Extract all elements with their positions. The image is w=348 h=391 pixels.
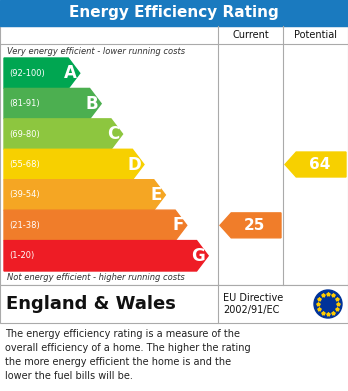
Polygon shape — [4, 88, 101, 119]
Text: (55-68): (55-68) — [9, 160, 40, 169]
Polygon shape — [4, 149, 144, 180]
Polygon shape — [4, 180, 165, 210]
Text: B: B — [86, 95, 98, 113]
Polygon shape — [4, 58, 80, 88]
Polygon shape — [220, 213, 281, 238]
Text: Energy Efficiency Rating: Energy Efficiency Rating — [69, 5, 279, 20]
Text: G: G — [191, 247, 205, 265]
Text: Not energy efficient - higher running costs: Not energy efficient - higher running co… — [7, 273, 185, 283]
Text: (92-100): (92-100) — [9, 69, 45, 78]
Text: 64: 64 — [309, 157, 330, 172]
Text: (1-20): (1-20) — [9, 251, 34, 260]
Text: overall efficiency of a home. The higher the rating: overall efficiency of a home. The higher… — [5, 343, 251, 353]
Text: F: F — [172, 216, 184, 234]
Polygon shape — [4, 119, 122, 149]
Text: England & Wales: England & Wales — [6, 295, 176, 313]
Text: (21-38): (21-38) — [9, 221, 40, 230]
Text: Very energy efficient - lower running costs: Very energy efficient - lower running co… — [7, 47, 185, 56]
Bar — [0, 285, 348, 323]
Text: the more energy efficient the home is and the: the more energy efficient the home is an… — [5, 357, 231, 367]
Bar — [0, 0, 348, 26]
Text: 25: 25 — [244, 218, 265, 233]
Polygon shape — [4, 210, 187, 240]
Polygon shape — [285, 152, 346, 177]
Text: lower the fuel bills will be.: lower the fuel bills will be. — [5, 371, 133, 381]
Polygon shape — [4, 240, 208, 271]
Text: Current: Current — [232, 30, 269, 40]
Bar — [0, 26, 348, 285]
Text: (81-91): (81-91) — [9, 99, 40, 108]
Text: D: D — [127, 156, 141, 174]
Text: EU Directive
2002/91/EC: EU Directive 2002/91/EC — [223, 293, 283, 315]
Text: Potential: Potential — [294, 30, 337, 40]
Text: (39-54): (39-54) — [9, 190, 40, 199]
Text: C: C — [107, 125, 120, 143]
Text: The energy efficiency rating is a measure of the: The energy efficiency rating is a measur… — [5, 329, 240, 339]
Text: (69-80): (69-80) — [9, 129, 40, 138]
Text: E: E — [151, 186, 163, 204]
Text: A: A — [64, 64, 77, 82]
Circle shape — [314, 290, 342, 318]
